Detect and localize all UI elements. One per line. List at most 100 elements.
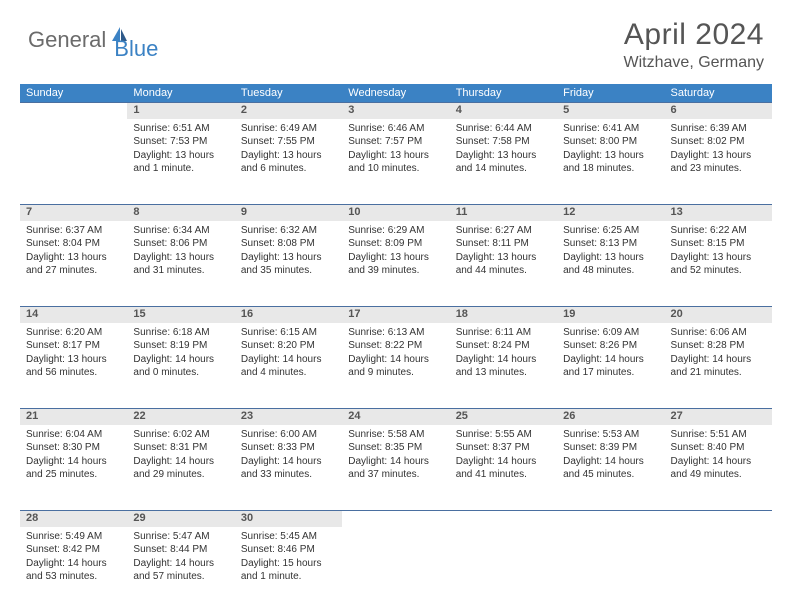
day-number-row: 123456 <box>20 103 772 119</box>
day-info-line: Sunset: 8:15 PM <box>671 237 766 251</box>
day-info-line: Sunrise: 6:27 AM <box>456 224 551 238</box>
day-content-cell: Sunrise: 5:58 AMSunset: 8:35 PMDaylight:… <box>342 425 449 511</box>
day-content-cell <box>557 527 664 613</box>
day-info-line: and 37 minutes. <box>348 468 443 482</box>
day-info-line: Sunset: 8:42 PM <box>26 543 121 557</box>
day-info-line: and 18 minutes. <box>563 162 658 176</box>
day-info-line: and 9 minutes. <box>348 366 443 380</box>
day-info-line: Sunset: 8:39 PM <box>563 441 658 455</box>
day-number-cell: 22 <box>127 409 234 425</box>
day-info-line: and 57 minutes. <box>133 570 228 584</box>
day-content-cell: Sunrise: 6:06 AMSunset: 8:28 PMDaylight:… <box>665 323 772 409</box>
day-info-line: Sunrise: 6:46 AM <box>348 122 443 136</box>
day-number-cell: 23 <box>235 409 342 425</box>
day-content-cell: Sunrise: 6:09 AMSunset: 8:26 PMDaylight:… <box>557 323 664 409</box>
day-info-line: and 21 minutes. <box>671 366 766 380</box>
day-number-cell <box>20 103 127 119</box>
day-info-line: Sunset: 8:44 PM <box>133 543 228 557</box>
day-info-line: Sunrise: 6:49 AM <box>241 122 336 136</box>
calendar-table: SundayMondayTuesdayWednesdayThursdayFrid… <box>20 84 772 613</box>
day-info-line: Daylight: 13 hours <box>348 149 443 163</box>
day-info-line: Daylight: 14 hours <box>563 353 658 367</box>
day-number-cell: 20 <box>665 307 772 323</box>
day-info-line: Daylight: 14 hours <box>241 353 336 367</box>
day-number-cell: 9 <box>235 205 342 221</box>
day-content-cell: Sunrise: 6:46 AMSunset: 7:57 PMDaylight:… <box>342 119 449 205</box>
day-info-line: and 35 minutes. <box>241 264 336 278</box>
day-content-cell: Sunrise: 6:22 AMSunset: 8:15 PMDaylight:… <box>665 221 772 307</box>
day-info-line: Sunrise: 6:51 AM <box>133 122 228 136</box>
day-number-cell: 11 <box>450 205 557 221</box>
day-info-line: Sunset: 8:08 PM <box>241 237 336 251</box>
day-content-cell <box>450 527 557 613</box>
day-number-cell: 1 <box>127 103 234 119</box>
day-info-line: Daylight: 13 hours <box>26 353 121 367</box>
day-content-cell: Sunrise: 6:00 AMSunset: 8:33 PMDaylight:… <box>235 425 342 511</box>
day-content-cell: Sunrise: 6:32 AMSunset: 8:08 PMDaylight:… <box>235 221 342 307</box>
day-info-line: and 52 minutes. <box>671 264 766 278</box>
day-number-cell: 14 <box>20 307 127 323</box>
day-number-cell: 19 <box>557 307 664 323</box>
day-content-cell: Sunrise: 6:34 AMSunset: 8:06 PMDaylight:… <box>127 221 234 307</box>
day-info-line: Sunrise: 5:51 AM <box>671 428 766 442</box>
day-info-line: Sunset: 8:33 PM <box>241 441 336 455</box>
day-info-line: Daylight: 13 hours <box>671 251 766 265</box>
day-info-line: and 49 minutes. <box>671 468 766 482</box>
day-info-line: and 41 minutes. <box>456 468 551 482</box>
day-info-line: Sunrise: 6:32 AM <box>241 224 336 238</box>
day-info-line: and 1 minute. <box>241 570 336 584</box>
day-info-line: Daylight: 14 hours <box>456 353 551 367</box>
day-info-line: Sunrise: 5:58 AM <box>348 428 443 442</box>
day-info-line: and 13 minutes. <box>456 366 551 380</box>
weekday-header: Wednesday <box>342 84 449 103</box>
day-info-line: Sunrise: 6:44 AM <box>456 122 551 136</box>
day-content-cell: Sunrise: 6:41 AMSunset: 8:00 PMDaylight:… <box>557 119 664 205</box>
day-info-line: Daylight: 14 hours <box>671 455 766 469</box>
day-content-row: Sunrise: 5:49 AMSunset: 8:42 PMDaylight:… <box>20 527 772 613</box>
day-info-line: and 53 minutes. <box>26 570 121 584</box>
day-number-cell: 17 <box>342 307 449 323</box>
day-info-line: Sunrise: 6:29 AM <box>348 224 443 238</box>
day-info-line: Sunset: 8:13 PM <box>563 237 658 251</box>
day-content-cell <box>20 119 127 205</box>
day-info-line: Daylight: 13 hours <box>563 251 658 265</box>
day-info-line: Sunrise: 6:18 AM <box>133 326 228 340</box>
day-info-line: Sunset: 8:35 PM <box>348 441 443 455</box>
day-info-line: and 31 minutes. <box>133 264 228 278</box>
day-info-line: and 10 minutes. <box>348 162 443 176</box>
day-info-line: Daylight: 13 hours <box>456 149 551 163</box>
day-info-line: Sunset: 8:02 PM <box>671 135 766 149</box>
day-content-cell: Sunrise: 5:55 AMSunset: 8:37 PMDaylight:… <box>450 425 557 511</box>
day-info-line: Daylight: 14 hours <box>133 455 228 469</box>
day-info-line: Sunset: 8:26 PM <box>563 339 658 353</box>
day-content-cell: Sunrise: 6:51 AMSunset: 7:53 PMDaylight:… <box>127 119 234 205</box>
day-info-line: Sunrise: 6:04 AM <box>26 428 121 442</box>
day-number-cell: 24 <box>342 409 449 425</box>
day-number-row: 282930 <box>20 511 772 527</box>
month-title: April 2024 <box>624 18 764 52</box>
day-info-line: Sunset: 8:37 PM <box>456 441 551 455</box>
day-info-line: Daylight: 14 hours <box>456 455 551 469</box>
logo: General Blue <box>28 18 158 62</box>
calendar-body: 123456Sunrise: 6:51 AMSunset: 7:53 PMDay… <box>20 103 772 613</box>
day-info-line: Daylight: 14 hours <box>348 455 443 469</box>
day-info-line: Daylight: 14 hours <box>26 557 121 571</box>
day-info-line: Sunrise: 6:11 AM <box>456 326 551 340</box>
day-content-cell: Sunrise: 6:11 AMSunset: 8:24 PMDaylight:… <box>450 323 557 409</box>
weekday-header: Saturday <box>665 84 772 103</box>
day-info-line: Sunrise: 5:47 AM <box>133 530 228 544</box>
day-content-cell: Sunrise: 6:49 AMSunset: 7:55 PMDaylight:… <box>235 119 342 205</box>
day-info-line: Sunrise: 6:34 AM <box>133 224 228 238</box>
day-info-line: Sunrise: 6:15 AM <box>241 326 336 340</box>
day-content-cell <box>665 527 772 613</box>
day-info-line: Daylight: 15 hours <box>241 557 336 571</box>
day-info-line: Daylight: 13 hours <box>26 251 121 265</box>
weekday-header-row: SundayMondayTuesdayWednesdayThursdayFrid… <box>20 84 772 103</box>
day-info-line: and 44 minutes. <box>456 264 551 278</box>
day-info-line: Sunrise: 6:41 AM <box>563 122 658 136</box>
day-number-cell: 7 <box>20 205 127 221</box>
day-number-cell <box>557 511 664 527</box>
day-info-line: Daylight: 13 hours <box>241 251 336 265</box>
day-info-line: and 17 minutes. <box>563 366 658 380</box>
day-info-line: Daylight: 14 hours <box>26 455 121 469</box>
